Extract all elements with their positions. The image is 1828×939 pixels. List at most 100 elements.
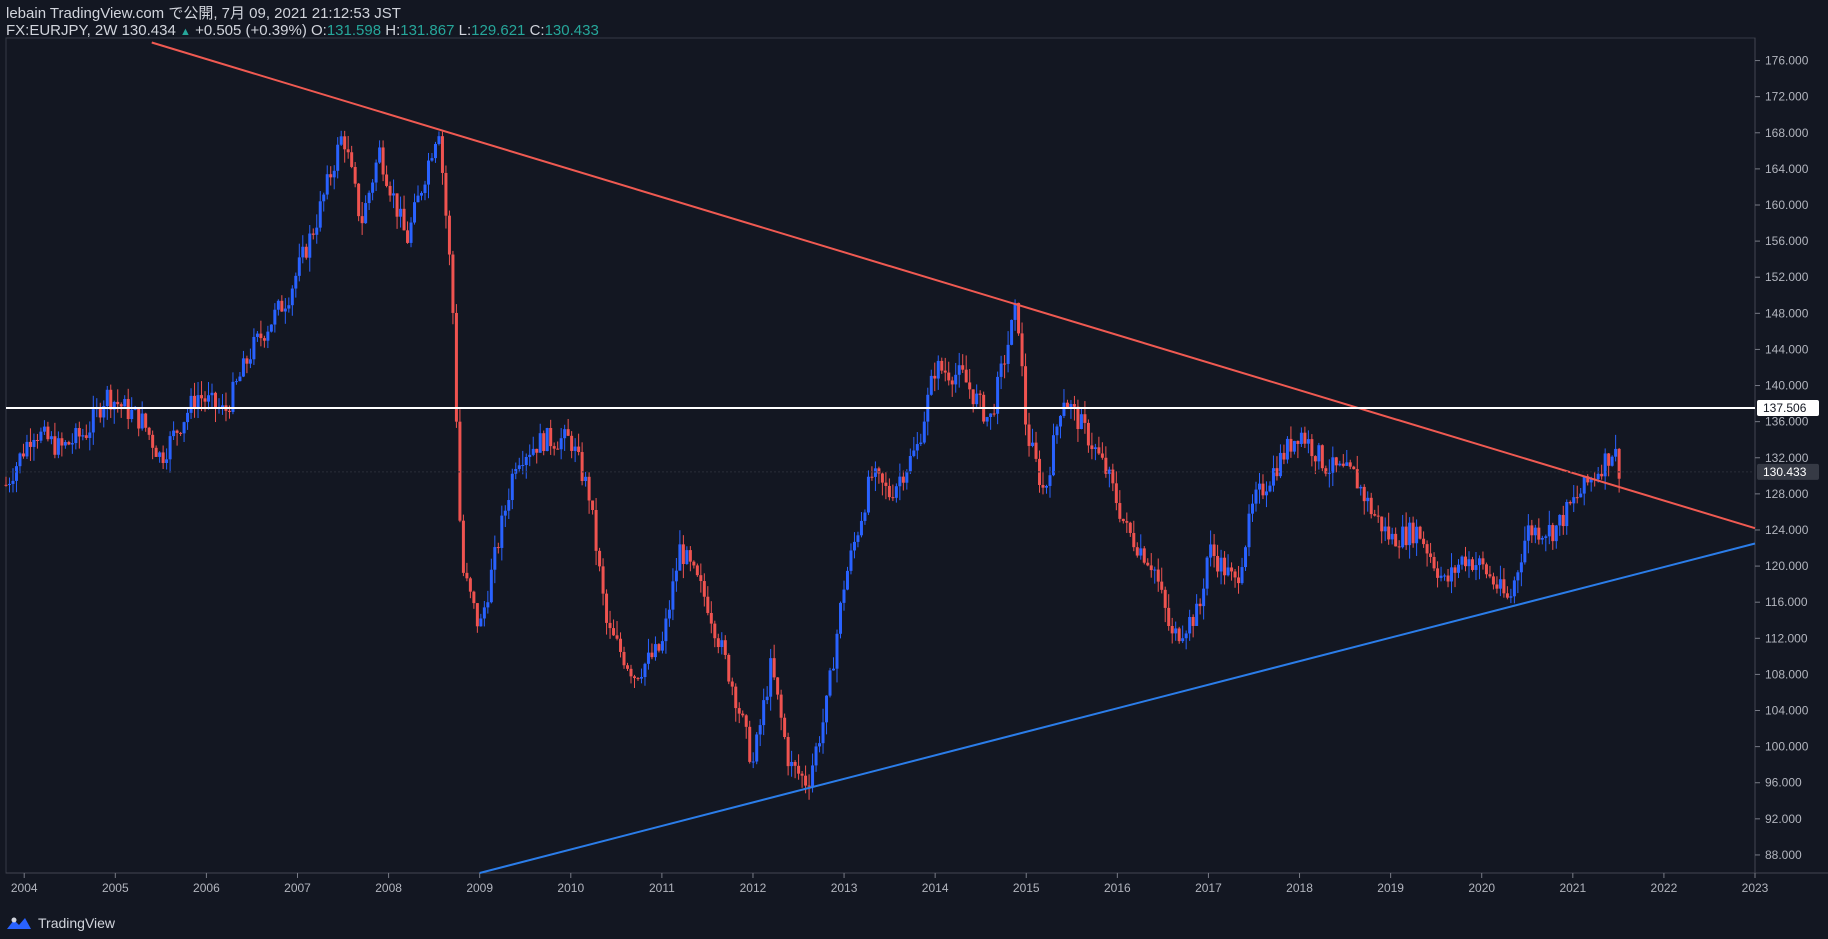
candle-body <box>681 544 685 565</box>
candle-body <box>1069 404 1073 408</box>
candle-body <box>1055 426 1059 436</box>
candle-body <box>954 374 958 385</box>
horizontal-level-label: 137.506 <box>1763 401 1807 415</box>
candle-body <box>615 635 619 639</box>
y-tick-label: 112.000 <box>1765 631 1808 645</box>
candle-body <box>587 476 591 501</box>
x-tick-label: 2016 <box>1104 881 1131 895</box>
candle-body <box>650 652 654 658</box>
candle-body <box>35 439 39 441</box>
candle-body <box>737 708 741 714</box>
candle-body <box>381 147 385 175</box>
candle-body <box>1086 422 1090 446</box>
candle-body <box>961 365 965 370</box>
low-value: 129.621 <box>471 22 526 39</box>
candle-body <box>835 633 839 669</box>
candle-body <box>629 668 633 677</box>
candle-body <box>1443 575 1447 577</box>
candle-body <box>203 398 207 402</box>
candle-body <box>929 375 933 395</box>
x-tick-label: 2011 <box>649 881 675 895</box>
candle-body <box>1097 447 1101 454</box>
candle-body <box>1523 540 1527 563</box>
candle-body <box>416 195 420 203</box>
candle-body <box>1006 344 1010 364</box>
candle-body <box>1422 538 1426 545</box>
candle-body <box>315 227 319 235</box>
candle-body <box>234 381 238 383</box>
candle-body <box>290 288 294 306</box>
candle-body <box>28 441 32 447</box>
candle-body <box>664 618 668 642</box>
candle-body <box>1429 553 1433 557</box>
y-tick-label: 152.000 <box>1765 270 1809 284</box>
candle-body <box>646 652 650 664</box>
candle-body <box>744 715 748 727</box>
candle-body <box>357 183 361 217</box>
x-tick-label: 2017 <box>1195 881 1222 895</box>
candle-body <box>933 375 937 379</box>
candle-body <box>1474 565 1478 570</box>
candle-body <box>336 144 340 171</box>
candle-body <box>308 233 312 258</box>
candle-body <box>1320 445 1324 469</box>
candle-body <box>755 734 759 762</box>
x-tick-label: 2021 <box>1559 881 1586 895</box>
up-arrow-icon: ▲ <box>180 26 191 38</box>
y-tick-label: 144.000 <box>1765 342 1809 356</box>
candle-body <box>1467 559 1471 567</box>
candle-body <box>1334 457 1338 466</box>
candle-body <box>1373 514 1377 516</box>
candle-body <box>1390 533 1394 540</box>
candle-body <box>1177 628 1181 642</box>
candle-body <box>1128 522 1132 533</box>
candle-body <box>940 360 944 371</box>
candle-body <box>779 694 783 718</box>
publish-info: lebain TradingView.com で公開, 7月 09, 2021 … <box>6 5 401 22</box>
candle-body <box>165 459 169 464</box>
candle-body <box>1149 565 1153 571</box>
candle-body <box>1397 546 1401 548</box>
candle-body <box>1065 402 1069 408</box>
candle-body <box>1114 483 1118 504</box>
candle-body <box>346 149 350 153</box>
x-tick-label: 2006 <box>193 881 220 895</box>
candle-body <box>486 602 490 608</box>
candle-body <box>364 203 368 224</box>
candle-body <box>1230 567 1234 572</box>
candle-body <box>783 717 787 738</box>
candle-body <box>915 444 919 451</box>
candle-body <box>1610 456 1614 466</box>
open-value: 131.598 <box>326 22 382 39</box>
ohlc-legend: FX:EURJPY, 2W 130.434 ▲ +0.505 (+0.39%) … <box>6 22 599 41</box>
candle-body <box>1062 402 1066 416</box>
candle-body <box>311 233 315 235</box>
candle-body <box>762 700 766 726</box>
candle-body <box>887 485 891 498</box>
candle-body <box>692 561 696 566</box>
candle-body <box>1240 567 1244 584</box>
candle-body <box>468 578 472 592</box>
candle-body <box>1100 453 1104 458</box>
y-tick-label: 172.000 <box>1765 90 1809 104</box>
candle-body <box>521 465 525 467</box>
candle-body <box>524 456 528 466</box>
candle-body <box>510 473 514 501</box>
candle-body <box>1394 533 1398 547</box>
candle-body <box>1104 457 1108 474</box>
candle-body <box>1327 472 1331 474</box>
candle-body <box>1041 484 1045 488</box>
candle-body <box>423 184 427 194</box>
candle-body <box>1156 569 1160 582</box>
resistance-trendline <box>151 41 1756 530</box>
candle-body <box>343 136 347 150</box>
candle-body <box>329 174 333 178</box>
candle-body <box>444 172 448 216</box>
candle-body <box>577 446 581 453</box>
y-tick-label: 108.000 <box>1765 667 1809 681</box>
candle-body <box>1118 503 1122 519</box>
candle-body <box>259 333 263 339</box>
y-tick-label: 176.000 <box>1765 54 1809 68</box>
candle-body <box>301 246 305 258</box>
